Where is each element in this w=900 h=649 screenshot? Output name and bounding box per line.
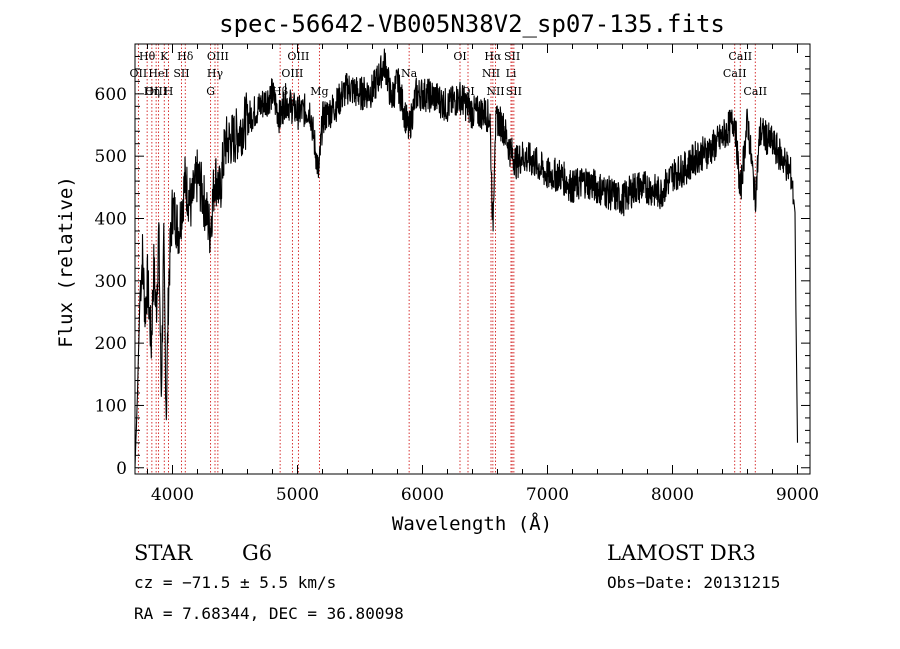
line-label-20: NII <box>482 67 500 80</box>
line-label-2: OIII <box>145 85 167 98</box>
line-label-13: OIII <box>287 50 309 63</box>
y-tick-label-5: 500 <box>95 147 127 167</box>
line-label-12: Hβ <box>272 85 288 98</box>
object-class: STAR <box>134 541 193 565</box>
x-axis-ticks: 4000 5000 6000 7000 8000 9000 <box>147 44 819 505</box>
y-tick-label-3: 300 <box>95 272 127 292</box>
observation-date: Obs−Date: 20131215 <box>607 573 781 592</box>
y-axis-label: Flux (relative) <box>55 176 77 348</box>
line-label-5: Hη <box>144 85 160 98</box>
line-label-16: Na <box>401 67 418 80</box>
x-tick-label-0: 4000 <box>151 485 194 505</box>
line-label-1: OII <box>130 67 148 80</box>
line-label-18: OI <box>461 85 474 98</box>
y-tick-label-0: 0 <box>116 459 127 479</box>
y-tick-label-4: 400 <box>95 209 127 229</box>
x-tick-label-5: 9000 <box>776 485 819 505</box>
spectral-line-labels: Hθ OII OIII K HeI Hη H Hδ SII OIII Hγ G Hβ OIII OIII Mg… <box>130 50 768 98</box>
x-tick-label-3: 7000 <box>526 485 569 505</box>
y-tick-label-1: 100 <box>95 396 127 416</box>
line-label-17: OI <box>453 50 466 63</box>
y-tick-label-2: 200 <box>95 334 127 354</box>
y-tick-label-6: 600 <box>95 85 127 105</box>
spectral-line-markers <box>137 44 756 474</box>
line-label-4: HeI <box>148 67 168 80</box>
line-label-19: Hα <box>484 50 502 63</box>
x-tick-label-4: 8000 <box>651 485 694 505</box>
line-label-3: K <box>160 50 169 63</box>
line-label-6: H <box>164 85 174 98</box>
redshift-velocity: cz = −71.5 ± 5.5 km/s <box>134 573 337 592</box>
line-label-7: Hδ <box>177 50 194 63</box>
chart-title: spec-56642-VB005N38V2_sp07-135.fits <box>219 10 725 38</box>
line-label-11: G <box>206 85 215 98</box>
line-label-26: CaII <box>723 67 747 80</box>
line-label-8: SII <box>173 67 189 80</box>
line-label-27: CaII <box>743 85 767 98</box>
x-tick-label-1: 5000 <box>276 485 319 505</box>
subclass: G6 <box>242 541 273 565</box>
survey-name: LAMOST DR3 <box>607 541 756 565</box>
x-axis-label: Wavelength (Å) <box>392 512 552 535</box>
line-label-22: SII <box>504 50 520 63</box>
line-label-23: Li <box>506 67 517 80</box>
line-label-9: OIII <box>207 50 229 63</box>
coordinates: RA = 7.68344, DEC = 36.80098 <box>134 604 404 623</box>
line-label-24: SII <box>506 85 522 98</box>
line-label-15: Mg <box>310 85 328 98</box>
line-label-10: Hγ <box>207 67 224 80</box>
x-tick-label-2: 6000 <box>401 485 444 505</box>
line-label-25: CaII <box>728 50 752 63</box>
y-axis-ticks: 0 100 200 300 400 500 600 <box>95 55 810 479</box>
line-label-14: OIII <box>281 67 303 80</box>
line-label-21: NII <box>486 85 504 98</box>
line-label-0: Hθ <box>139 50 156 63</box>
spectrum-line <box>134 48 799 468</box>
